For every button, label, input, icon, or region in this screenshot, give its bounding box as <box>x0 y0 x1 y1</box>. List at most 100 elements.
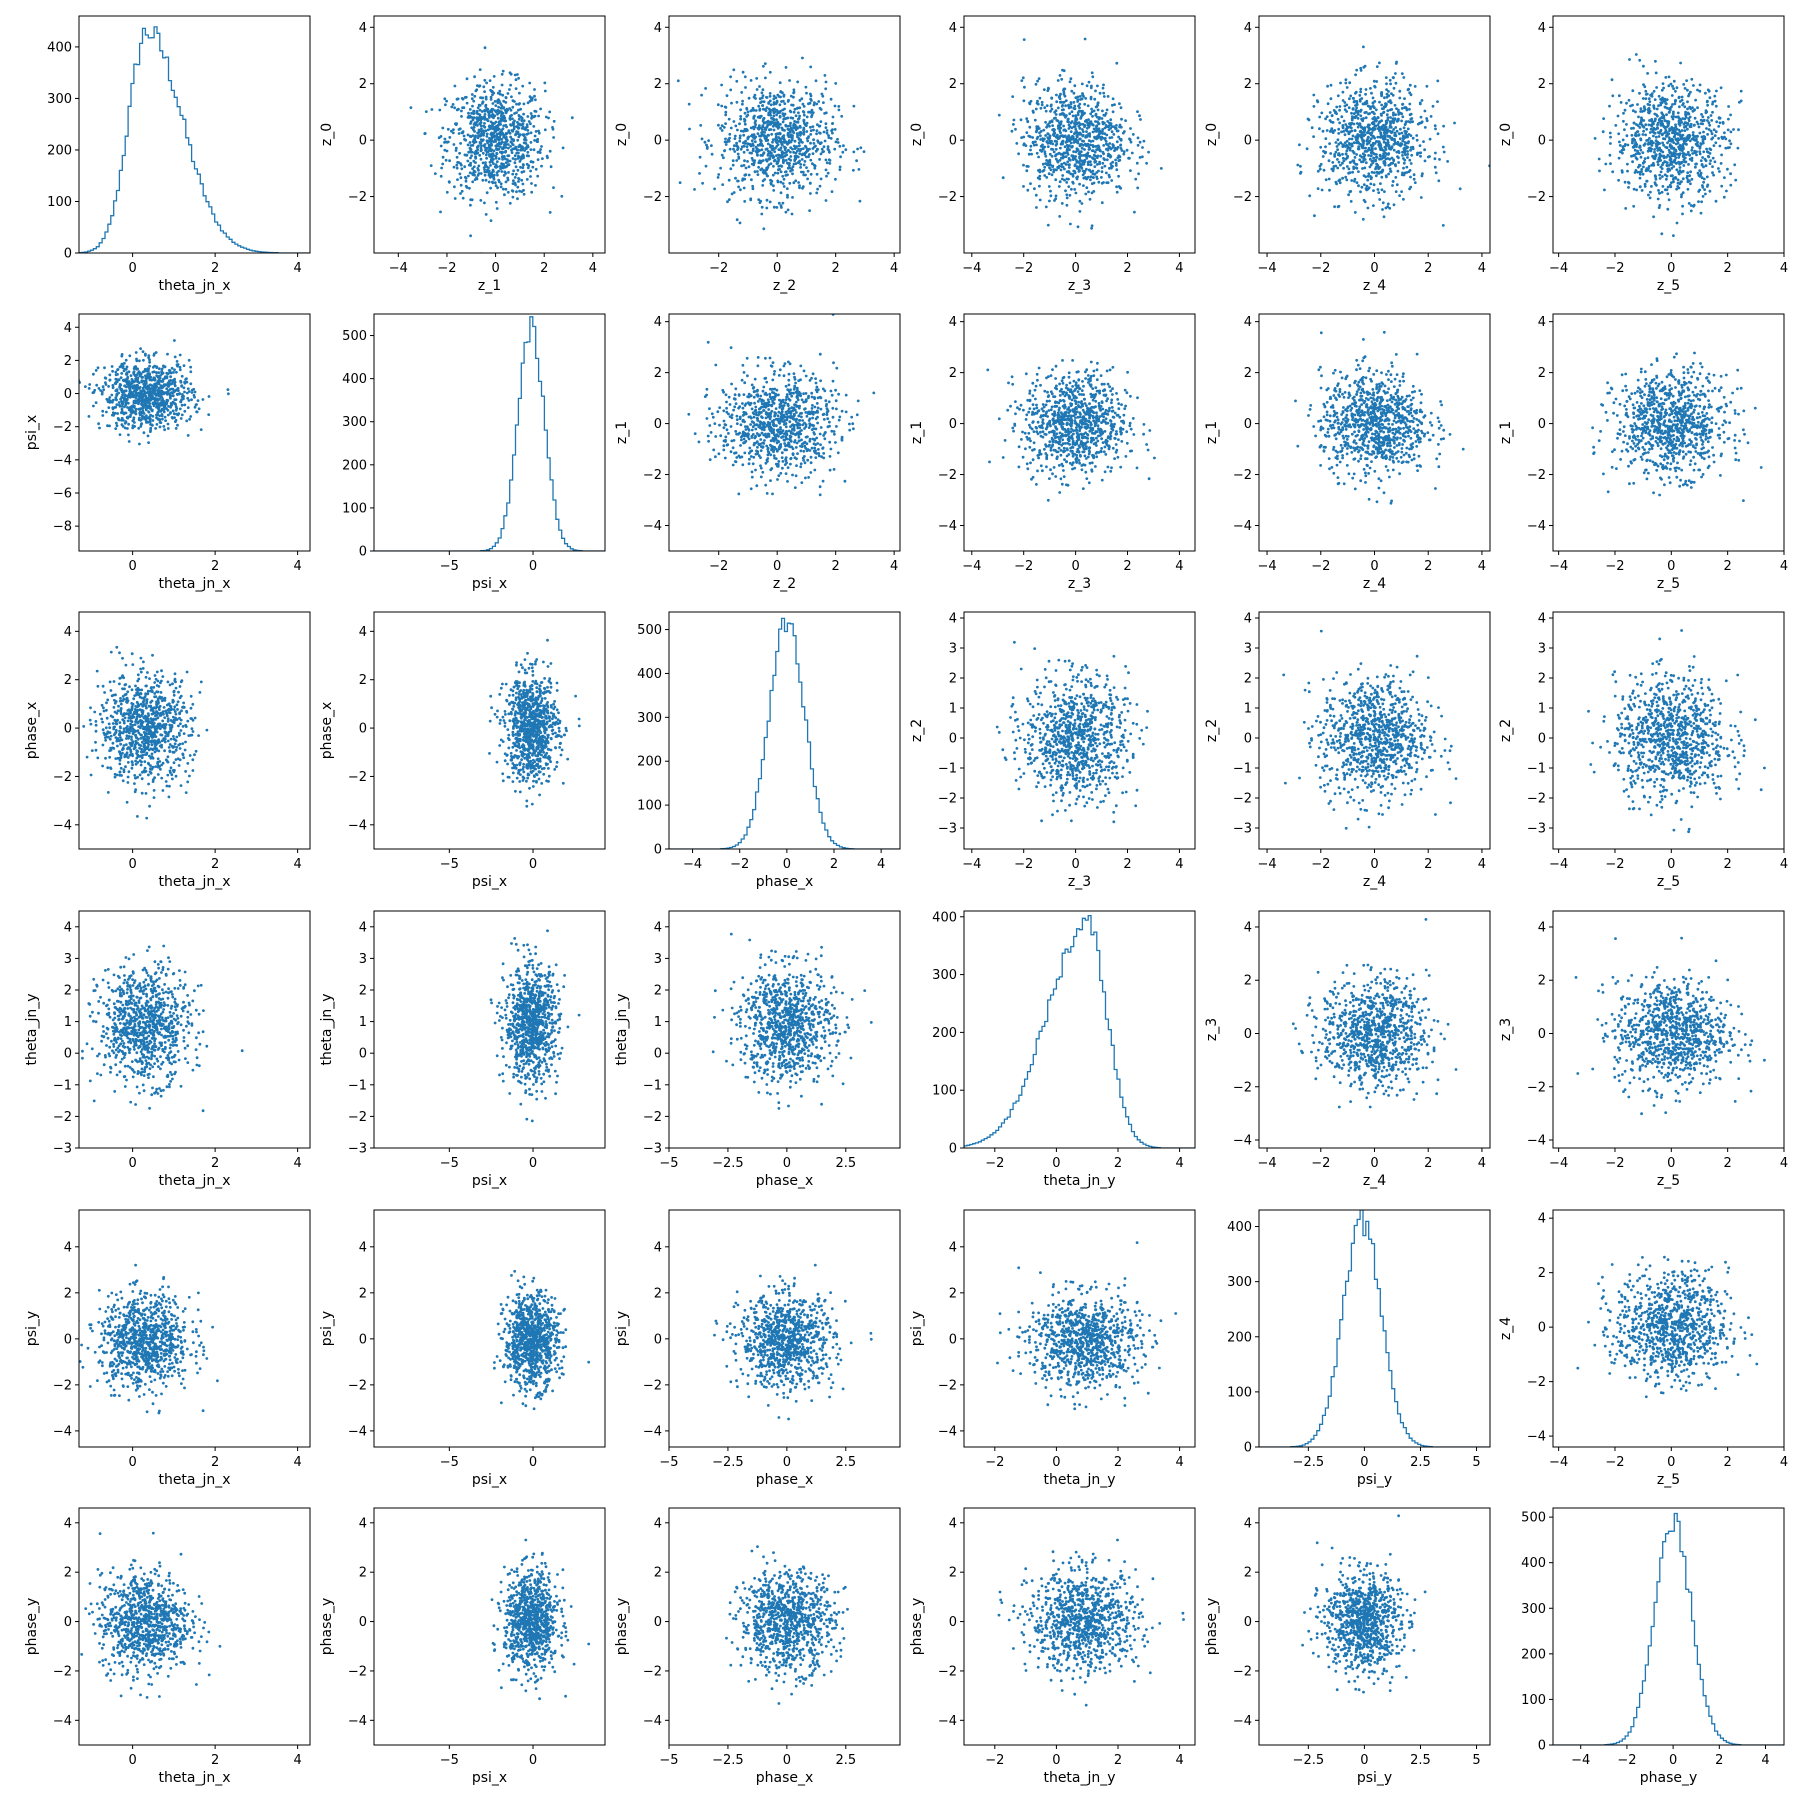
scatter-point <box>1058 135 1062 138</box>
scatter-point <box>501 157 504 161</box>
scatter-point <box>1367 105 1371 108</box>
scatter-point <box>1671 103 1674 106</box>
scatter-point <box>1069 141 1073 145</box>
scatter-point <box>1114 127 1118 130</box>
scatter-point <box>786 193 789 197</box>
scatter-point <box>185 377 188 380</box>
scatter-point <box>1083 37 1087 41</box>
scatter-point <box>765 96 769 99</box>
scatter-point <box>1353 179 1356 183</box>
scatter-point <box>802 163 806 167</box>
scatter-point <box>1364 187 1368 191</box>
scatter-point <box>1717 167 1720 170</box>
scatter-point <box>1653 150 1656 154</box>
scatter-point <box>1667 120 1671 124</box>
scatter-point <box>493 181 497 185</box>
scatter-point <box>757 161 761 165</box>
scatter-point <box>512 127 516 131</box>
scatter-point <box>1686 88 1689 92</box>
scatter-point <box>1662 156 1666 160</box>
scatter-point <box>1044 154 1048 158</box>
scatter-point <box>1658 152 1662 156</box>
scatter-point <box>473 75 476 79</box>
scatter-point <box>1702 177 1706 181</box>
scatter-point <box>1119 147 1123 150</box>
scatter-point <box>1634 53 1638 56</box>
scatter-point <box>1101 86 1105 90</box>
scatter-point <box>1361 146 1364 150</box>
scatter-point <box>1666 153 1670 157</box>
scatter-point <box>1021 76 1025 80</box>
scatter-point <box>1646 156 1650 160</box>
scatter-point <box>1649 190 1652 194</box>
scatter-point <box>1698 169 1702 173</box>
scatter-point <box>489 219 493 223</box>
scatter-point <box>1105 133 1109 137</box>
scatter-point <box>1088 197 1092 201</box>
scatter-point <box>551 127 555 131</box>
scatter-point <box>813 166 817 170</box>
scatter-point <box>1371 101 1375 105</box>
scatter-point <box>1692 124 1696 127</box>
scatter-point <box>1366 131 1370 134</box>
scatter-point <box>1384 125 1388 129</box>
scatter-point <box>745 145 749 149</box>
scatter-point <box>1040 100 1044 104</box>
scatter-point <box>1405 145 1409 149</box>
scatter-point <box>1398 137 1402 141</box>
y-tick-label: 2 <box>1538 77 1546 92</box>
scatter-point <box>1705 147 1708 151</box>
scatter-point <box>1107 125 1110 129</box>
scatter-point <box>197 407 201 411</box>
scatter-point <box>484 163 487 167</box>
scatter-point <box>763 121 767 125</box>
scatter-point <box>1103 132 1107 136</box>
scatter-point <box>1054 113 1058 116</box>
scatter-point <box>529 131 533 135</box>
scatter-point <box>1644 89 1648 93</box>
scatter-point <box>1423 148 1426 152</box>
scatter-point <box>758 134 761 138</box>
scatter-point <box>1349 94 1353 98</box>
scatter-point <box>827 136 831 140</box>
scatter-point <box>771 147 775 151</box>
scatter-point <box>1026 120 1030 124</box>
scatter-point <box>732 120 736 123</box>
scatter-point <box>169 405 173 409</box>
scatter-point <box>781 135 785 139</box>
scatter-point <box>1067 163 1071 167</box>
scatter-point <box>1679 148 1682 152</box>
scatter-point <box>1680 170 1683 174</box>
scatter-point <box>1363 111 1367 114</box>
scatter-point <box>725 140 729 144</box>
scatter-point <box>493 100 497 103</box>
scatter-point <box>1665 155 1668 159</box>
scatter-point <box>1626 162 1629 166</box>
scatter-point <box>1338 178 1342 182</box>
scatter-point <box>1699 118 1703 122</box>
scatter-point <box>479 124 483 128</box>
scatter-point <box>1413 181 1417 185</box>
scatter-point <box>1373 142 1377 145</box>
scatter-point <box>1308 194 1312 198</box>
scatter-point <box>114 370 118 374</box>
scatter-point <box>1383 96 1386 100</box>
scatter-point <box>740 91 744 94</box>
scatter-point <box>1400 131 1404 135</box>
scatter-point <box>1675 153 1679 156</box>
scatter-point <box>1348 146 1352 150</box>
scatter-point <box>1078 210 1082 213</box>
scatter-point <box>1056 106 1060 110</box>
scatter-point <box>1652 134 1655 138</box>
scatter-point <box>806 177 809 181</box>
scatter-point <box>1112 133 1116 136</box>
scatter-point <box>1701 115 1705 119</box>
scatter-point <box>1371 134 1375 138</box>
scatter-point <box>798 152 802 156</box>
scatter-point <box>1676 178 1680 182</box>
scatter-point <box>467 111 470 115</box>
scatter-point <box>459 176 463 180</box>
scatter-point <box>1623 180 1627 184</box>
scatter-point <box>1362 126 1366 130</box>
